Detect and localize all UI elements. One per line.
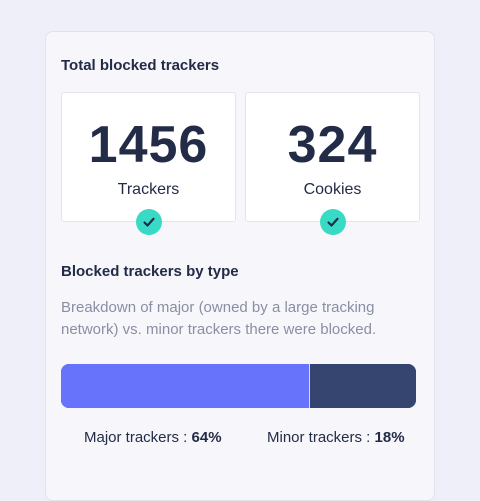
check-icon bbox=[320, 209, 346, 235]
minor-trackers-legend: Minor trackers : 18% bbox=[267, 429, 405, 446]
major-trackers-value: 64% bbox=[191, 429, 222, 446]
blocked-trackers-card: Total blocked trackers 1456 Trackers 324… bbox=[45, 31, 435, 501]
trackers-count: 1456 bbox=[88, 116, 209, 174]
cookies-label: Cookies bbox=[303, 181, 362, 198]
trackers-stat-card: 1456 Trackers bbox=[61, 92, 236, 235]
minor-trackers-segment bbox=[309, 364, 416, 408]
major-trackers-segment bbox=[61, 364, 310, 408]
minor-trackers-value: 18% bbox=[374, 429, 405, 446]
trackers-label: Trackers bbox=[117, 181, 180, 198]
check-icon bbox=[136, 209, 162, 235]
cookies-stat-card: 324 Cookies bbox=[245, 92, 420, 235]
by-type-title: Blocked trackers by type bbox=[61, 263, 239, 280]
major-trackers-legend: Major trackers : 64% bbox=[84, 429, 222, 446]
tracker-type-bar bbox=[61, 364, 416, 408]
breakdown-description: Breakdown of major (owned by a large tra… bbox=[61, 299, 377, 338]
cookies-count: 324 bbox=[287, 116, 378, 174]
total-blocked-title: Total blocked trackers bbox=[61, 57, 220, 74]
major-trackers-label: Major trackers : bbox=[84, 429, 192, 446]
minor-trackers-label: Minor trackers : bbox=[267, 429, 375, 446]
